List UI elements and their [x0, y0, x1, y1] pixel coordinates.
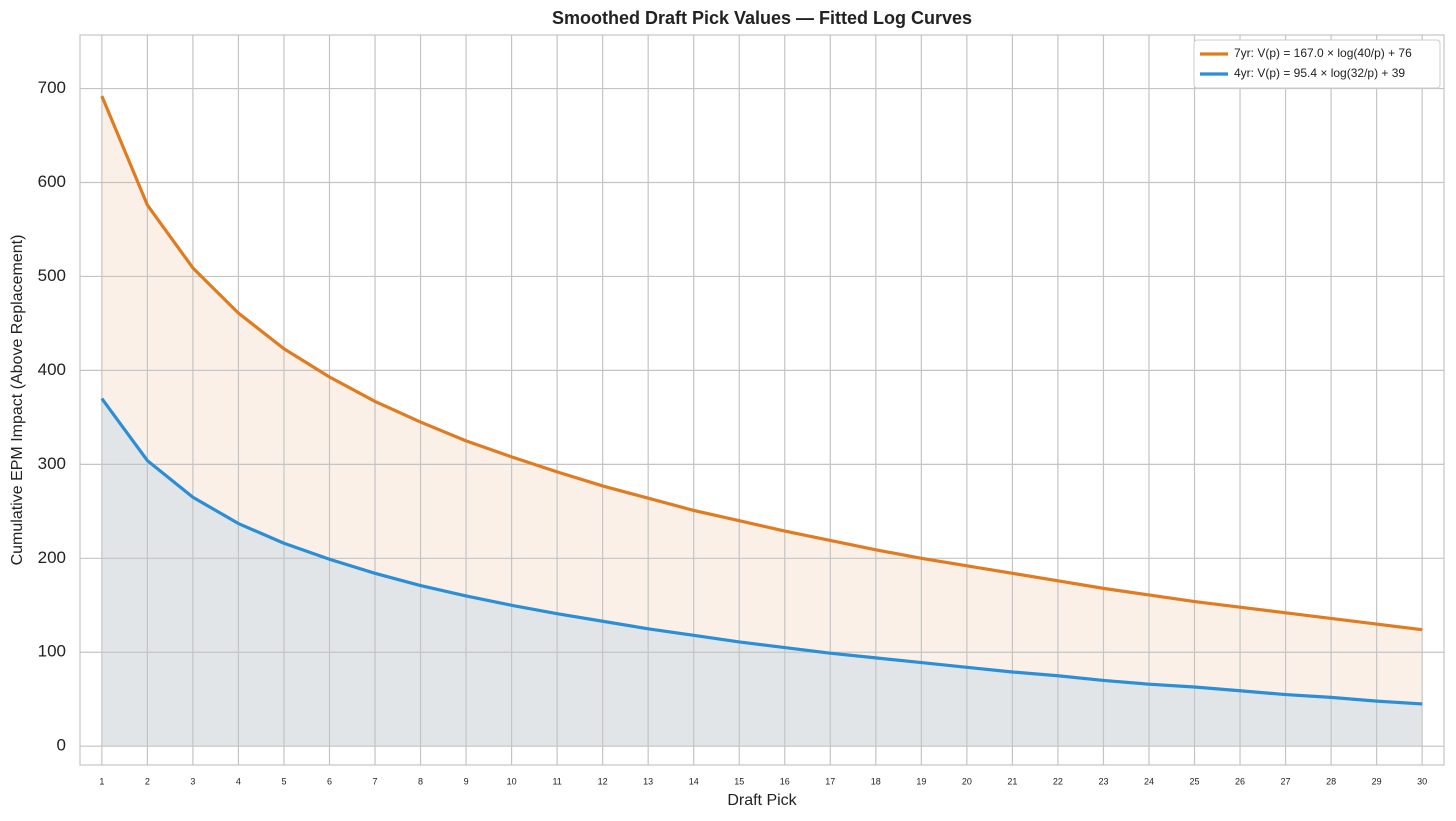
x-tick-label: 9: [464, 776, 469, 786]
x-tick-label: 2: [145, 776, 150, 786]
x-tick-label: 11: [552, 776, 561, 786]
y-tick-label: 600: [38, 172, 66, 191]
legend: 7yr: V(p) = 167.0 × log(40/p) + 76 4yr: V…: [1193, 39, 1441, 89]
y-tick-label: 100: [38, 642, 66, 661]
x-tick-label: 29: [1372, 776, 1382, 786]
x-tick-label: 18: [871, 776, 881, 786]
x-tick-label: 13: [643, 776, 653, 786]
x-tick-label: 17: [825, 776, 835, 786]
area: [101, 398, 1423, 747]
legend-label: 7yr: V(p) = 167.0 × log(40/p) + 76: [1234, 46, 1412, 60]
x-tick-label: 28: [1326, 776, 1336, 786]
x-tick-label: 4: [236, 776, 241, 786]
y-tick-label: 300: [38, 454, 66, 473]
legend-label: 4yr: V(p) = 95.4 × log(32/p) + 39: [1234, 66, 1405, 80]
x-tick-label: 22: [1053, 776, 1063, 786]
x-tick-label: 30: [1417, 776, 1427, 786]
y-tick-label: 700: [38, 78, 66, 97]
x-tick-label: 15: [734, 776, 744, 786]
x-tick-label: 14: [689, 776, 699, 786]
x-tick-label: 19: [916, 776, 926, 786]
plot-frame: [79, 34, 1445, 766]
line: [100, 95, 1423, 632]
x-tick-label: 7: [373, 776, 378, 786]
areas: [101, 96, 1423, 747]
x-tick-label: 25: [1190, 776, 1200, 786]
x-tick-label: 12: [598, 776, 608, 786]
y-tick-label: 500: [38, 266, 66, 285]
x-tick-label: 6: [327, 776, 332, 786]
x-tick-label: 5: [281, 776, 286, 786]
x-tick-label: 3: [190, 776, 195, 786]
x-tick-label: 23: [1098, 776, 1108, 786]
x-tick-label: 26: [1235, 776, 1245, 786]
grid: [80, 35, 1444, 765]
x-tick-label: 1: [99, 776, 104, 786]
y-tick-label: 0: [57, 736, 66, 755]
legend-box: [1193, 39, 1441, 89]
x-axis-label: Draft Pick: [727, 792, 797, 809]
lines: [100, 95, 1423, 706]
x-tick-label: 8: [418, 776, 423, 786]
y-axis-label: Cumulative EPM Impact (Above Replacement…: [9, 235, 26, 566]
y-tick-label: 400: [38, 360, 66, 379]
x-tick-label: 21: [1007, 776, 1017, 786]
area: [101, 96, 1423, 747]
x-tick-label: 20: [962, 776, 972, 786]
x-tick-label: 16: [780, 776, 790, 786]
x-tick-label: 27: [1281, 776, 1291, 786]
x-tick-label: 24: [1144, 776, 1154, 786]
x-tick-label: 10: [507, 776, 517, 786]
line: [100, 397, 1423, 706]
chart-title: Smoothed Draft Pick Values — Fitted Log …: [552, 8, 972, 28]
y-tick-label: 200: [38, 548, 66, 567]
